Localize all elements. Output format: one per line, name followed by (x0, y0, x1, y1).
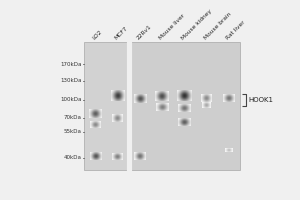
Text: 40kDa: 40kDa (64, 155, 82, 160)
Text: 22Rv1: 22Rv1 (136, 24, 153, 41)
Text: 170kDa: 170kDa (60, 62, 82, 67)
Text: HOOK1: HOOK1 (248, 97, 273, 103)
Text: 130kDa: 130kDa (60, 78, 82, 83)
Text: 70kDa: 70kDa (64, 115, 82, 120)
Text: Rat liver: Rat liver (225, 20, 246, 41)
Text: MCF7: MCF7 (114, 26, 129, 41)
Text: Mouse liver: Mouse liver (158, 13, 186, 41)
Bar (130, 42, 240, 170)
Text: 100kDa: 100kDa (60, 97, 82, 102)
Text: Mouse brain: Mouse brain (203, 12, 232, 41)
Text: Mouse kidney: Mouse kidney (181, 9, 213, 41)
Bar (84, 42, 128, 170)
Text: 55kDa: 55kDa (64, 129, 82, 134)
Text: LO2: LO2 (92, 29, 103, 41)
